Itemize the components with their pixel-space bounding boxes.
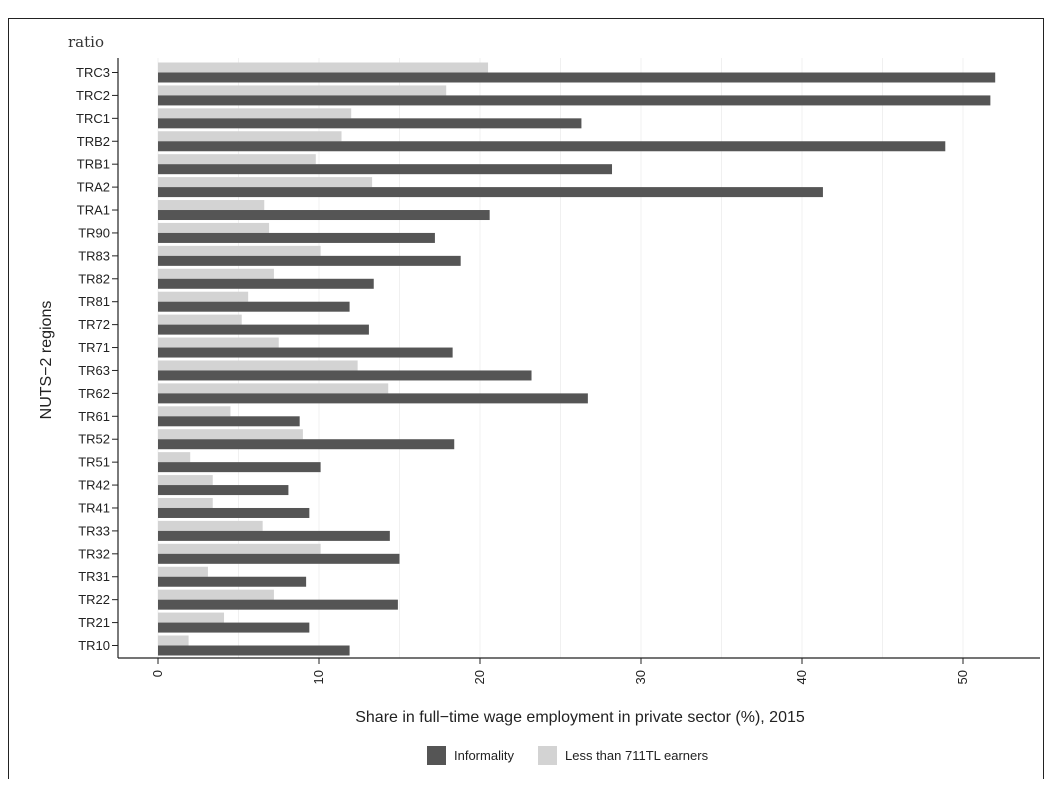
- bar-less-than-711tl: [158, 108, 352, 119]
- y-tick-label: TR63: [78, 363, 110, 378]
- bar-informality: [158, 645, 350, 656]
- y-tick-label: TR82: [78, 271, 110, 286]
- bar-less-than-711tl: [158, 131, 342, 142]
- y-tick-label: TR31: [78, 569, 110, 584]
- bar-informality: [158, 72, 996, 83]
- bar-informality: [158, 622, 310, 633]
- bar-less-than-711tl: [158, 291, 249, 302]
- legend: Informality Less than 711TL earners: [427, 746, 709, 765]
- x-tick-label: 10: [311, 670, 326, 684]
- bar-less-than-711tl: [158, 222, 270, 233]
- x-tick-label: 40: [794, 670, 809, 684]
- bar-less-than-711tl: [158, 268, 274, 279]
- bar-informality: [158, 95, 991, 106]
- bar-informality: [158, 324, 369, 335]
- y-tick-label: TR52: [78, 432, 110, 447]
- bar-informality: [158, 462, 321, 473]
- bar-less-than-711tl: [158, 452, 191, 463]
- bar-less-than-711tl: [158, 200, 265, 211]
- y-tick-label: TR22: [78, 592, 110, 607]
- bar-less-than-711tl: [158, 589, 274, 600]
- y-tick-label: TR71: [78, 340, 110, 355]
- bar-less-than-711tl: [158, 85, 447, 96]
- y-tick-label: TR90: [78, 225, 110, 240]
- y-tick-label: TR83: [78, 248, 110, 263]
- y-tick-label: TR21: [78, 615, 110, 630]
- bar-informality: [158, 347, 453, 358]
- legend-label: Less than 711TL earners: [565, 748, 709, 763]
- y-tick-label: TRC2: [76, 88, 110, 103]
- y-tick-label: TR41: [78, 500, 110, 515]
- y-tick-label: TR61: [78, 409, 110, 424]
- y-tick-label: TR42: [78, 478, 110, 493]
- bar-less-than-711tl: [158, 566, 208, 577]
- bar-less-than-711tl: [158, 245, 321, 256]
- bar-less-than-711tl: [158, 612, 225, 623]
- bar-less-than-711tl: [158, 383, 389, 394]
- bar-informality: [158, 232, 435, 243]
- x-tick-label: 20: [472, 670, 487, 684]
- bar-less-than-711tl: [158, 543, 321, 554]
- y-tick-label: TR33: [78, 523, 110, 538]
- bar-less-than-711tl: [158, 406, 231, 417]
- y-axis-title: NUTS−2 regions: [38, 301, 55, 420]
- y-tick-label: TRA1: [77, 203, 110, 218]
- bar-less-than-711tl: [158, 475, 213, 486]
- bars: [158, 62, 996, 656]
- bar-informality: [158, 118, 582, 129]
- bar-less-than-711tl: [158, 314, 242, 325]
- bar-less-than-711tl: [158, 62, 489, 73]
- bar-less-than-711tl: [158, 177, 373, 188]
- y-tick-label: TR10: [78, 638, 110, 653]
- bar-informality: [158, 301, 350, 312]
- bar-informality: [158, 210, 490, 221]
- x-tick-label: 0: [150, 670, 165, 677]
- legend-swatch: [538, 746, 557, 765]
- x-axis: 0 10 20 30 40 50: [118, 657, 1040, 684]
- bar-informality: [158, 278, 374, 289]
- bar-less-than-711tl: [158, 497, 213, 508]
- bar-informality: [158, 485, 289, 496]
- y-tick-label: TR32: [78, 546, 110, 561]
- y-axis: TRC3 TRC2 TRC1 TRB2 TRB1 TRA2 TRA1 TR90 TR83 TR82…: [76, 58, 119, 658]
- bar-less-than-711tl: [158, 360, 358, 371]
- x-tick-label: 30: [633, 670, 648, 684]
- y-tick-label: TRB1: [77, 157, 110, 172]
- y-tick-label: TRB2: [77, 134, 110, 149]
- y-tick-label: TRA2: [77, 180, 110, 195]
- bar-informality: [158, 164, 613, 175]
- y-tick-label: TR81: [78, 294, 110, 309]
- ratio-annotation: ratio: [68, 33, 104, 51]
- bar-informality: [158, 439, 455, 450]
- bar-informality: [158, 141, 946, 152]
- bar-informality: [158, 530, 390, 541]
- bar-less-than-711tl: [158, 635, 189, 646]
- bar-informality: [158, 553, 400, 564]
- legend-swatch: [427, 746, 446, 765]
- bar-informality: [158, 393, 588, 404]
- bar-informality: [158, 187, 823, 198]
- bar-less-than-711tl: [158, 154, 316, 165]
- bar-less-than-711tl: [158, 337, 279, 348]
- x-axis-title: Share in full−time wage employment in pr…: [355, 709, 805, 726]
- y-tick-label: TRC3: [76, 65, 110, 80]
- bar-informality: [158, 599, 398, 610]
- legend-label: Informality: [454, 748, 514, 763]
- bar-less-than-711tl: [158, 429, 303, 440]
- bar-informality: [158, 370, 532, 381]
- bar-less-than-711tl: [158, 520, 263, 531]
- y-tick-label: TRC1: [76, 111, 110, 126]
- y-tick-label: TR62: [78, 386, 110, 401]
- y-tick-label: TR51: [78, 455, 110, 470]
- bar-informality: [158, 255, 461, 266]
- bar-informality: [158, 507, 310, 518]
- figure-frame: [8, 18, 1044, 779]
- bar-informality: [158, 416, 300, 427]
- y-tick-label: TR72: [78, 317, 110, 332]
- x-tick-label: 50: [955, 670, 970, 684]
- bar-informality: [158, 576, 307, 587]
